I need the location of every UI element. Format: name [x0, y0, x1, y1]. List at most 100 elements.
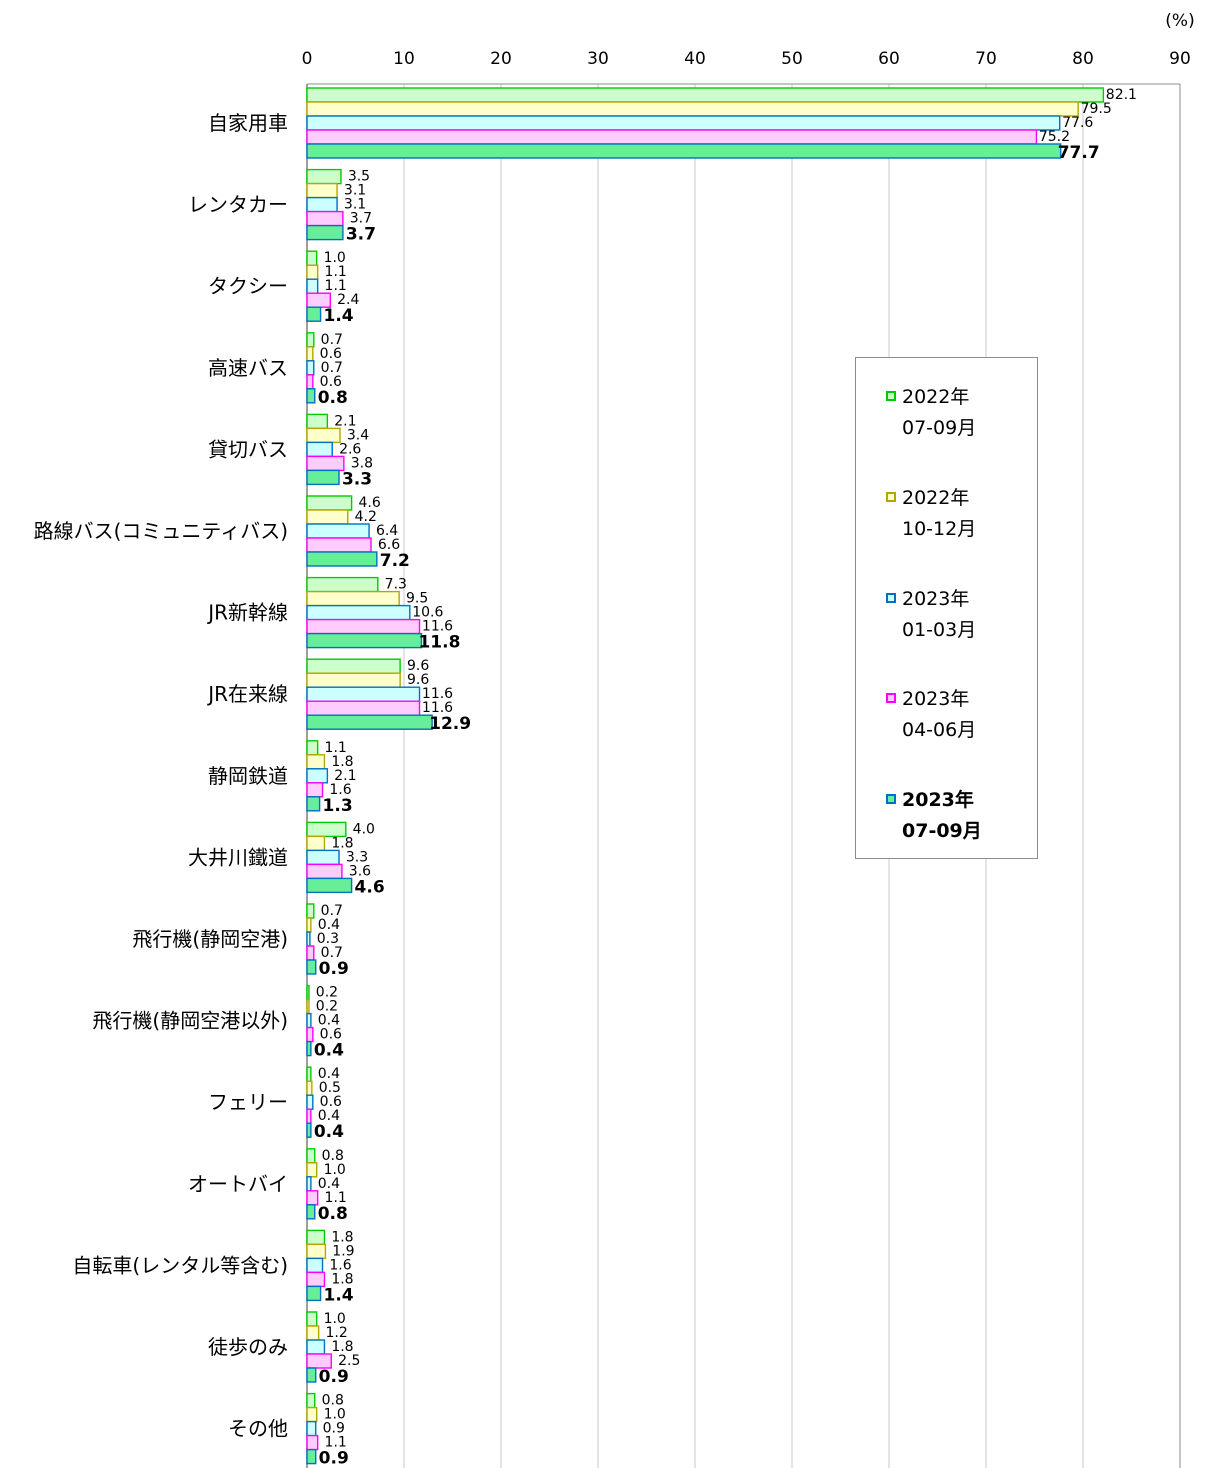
data-label: 3.6 [349, 863, 371, 879]
data-label: 0.8 [322, 1148, 344, 1164]
data-label: 1.0 [324, 1311, 346, 1327]
bar [306, 441, 333, 458]
bar [306, 1176, 312, 1192]
data-label: 11.6 [422, 619, 453, 635]
data-label: 9.5 [406, 591, 428, 607]
x-tick-label: 60 [878, 49, 900, 69]
data-label: 0.4 [314, 1041, 344, 1061]
data-label: 0.9 [319, 959, 349, 979]
bar [306, 374, 314, 390]
x-tick-label: 30 [587, 49, 609, 69]
category-label: 自転車(レンタル等含む) [72, 1253, 288, 1277]
bar [306, 278, 319, 294]
bar [306, 863, 343, 880]
category-label: 自家用車 [208, 111, 288, 135]
bar [306, 576, 379, 593]
data-label: 2.4 [337, 292, 359, 308]
bar [306, 1026, 314, 1043]
bar [306, 998, 310, 1015]
legend-item: 2022年 10-12月 [886, 483, 976, 545]
category-label: JR在来線 [206, 682, 288, 706]
legend-label: 2022年 [902, 386, 970, 408]
bar [306, 1434, 319, 1451]
bar [306, 590, 400, 607]
data-label: 4.0 [353, 821, 375, 837]
data-label: 1.1 [325, 1190, 347, 1206]
data-label: 1.4 [324, 306, 354, 326]
bar [306, 1406, 318, 1423]
data-label: 11.8 [418, 633, 460, 653]
bar [306, 523, 370, 539]
x-tick-label: 90 [1169, 49, 1191, 69]
data-label: 6.6 [378, 537, 400, 553]
data-label: 11.6 [422, 686, 453, 702]
bar [306, 168, 342, 185]
data-label: 0.4 [318, 1066, 340, 1082]
bar [306, 604, 411, 621]
data-label: 77.7 [1058, 143, 1100, 163]
bar [306, 495, 353, 511]
data-label: 0.7 [321, 360, 343, 376]
data-label: 0.9 [319, 1367, 349, 1387]
bar [306, 672, 401, 688]
bar [306, 1311, 318, 1327]
bar [306, 292, 331, 308]
bar [306, 1420, 317, 1437]
data-label: 0.6 [320, 346, 342, 362]
data-label: 1.3 [323, 796, 353, 816]
bar [306, 455, 345, 472]
x-tick-label: 0 [302, 49, 313, 69]
data-label: 1.8 [331, 1271, 353, 1287]
bar [306, 1148, 316, 1164]
bar [306, 917, 312, 933]
bar [306, 210, 344, 227]
legend-swatch [886, 794, 896, 804]
data-label: 0.6 [320, 374, 342, 390]
data-label: 0.5 [319, 1080, 341, 1096]
bar [306, 388, 316, 404]
category-label: 静岡鉄道 [208, 764, 288, 788]
data-label: 4.6 [355, 877, 385, 897]
legend-swatch [886, 693, 896, 703]
data-label: 1.8 [331, 1339, 353, 1355]
data-label: 1.8 [331, 1229, 353, 1245]
bar [306, 796, 321, 812]
data-label: 1.0 [324, 1162, 346, 1178]
data-label: 1.6 [329, 782, 351, 798]
data-label: 0.9 [323, 1421, 345, 1437]
bar [306, 509, 349, 525]
data-label: 1.9 [332, 1243, 354, 1259]
data-label: 0.2 [316, 999, 338, 1015]
data-label: 9.6 [407, 658, 429, 674]
legend-swatch [886, 492, 896, 502]
data-label: 3.7 [346, 225, 376, 245]
legend: 2022年 07-09月 2022年 10-12月 2023年 01-03月 2023年 04… [855, 357, 1038, 859]
bar [306, 182, 338, 199]
category-label: 貸切バス [208, 437, 288, 461]
category-label: その他 [228, 1417, 288, 1441]
data-label: 11.6 [422, 700, 453, 716]
data-label: 3.4 [347, 427, 369, 443]
bar [306, 87, 1105, 103]
data-label: 0.4 [318, 1176, 340, 1192]
bar [306, 821, 347, 838]
bar [306, 618, 421, 635]
legend-label: 07-09月 [902, 820, 982, 842]
category-label: フェリー [208, 1090, 288, 1114]
legend-label: 2023年 [902, 688, 970, 710]
category-label: レンタカー [188, 193, 288, 217]
data-label: 3.1 [344, 197, 366, 213]
bar [306, 903, 315, 919]
data-label: 77.6 [1062, 115, 1093, 131]
data-label: 0.3 [317, 931, 339, 947]
legend-swatch [886, 593, 896, 603]
bar [306, 264, 319, 280]
bar [306, 984, 310, 1001]
data-label: 3.8 [351, 455, 373, 471]
unit-label: (%) [1165, 11, 1194, 31]
legend-label: 2022年 [902, 487, 970, 509]
bar [306, 469, 340, 486]
x-tick-label: 80 [1072, 49, 1094, 69]
category-label: 徒歩のみ [208, 1335, 288, 1359]
